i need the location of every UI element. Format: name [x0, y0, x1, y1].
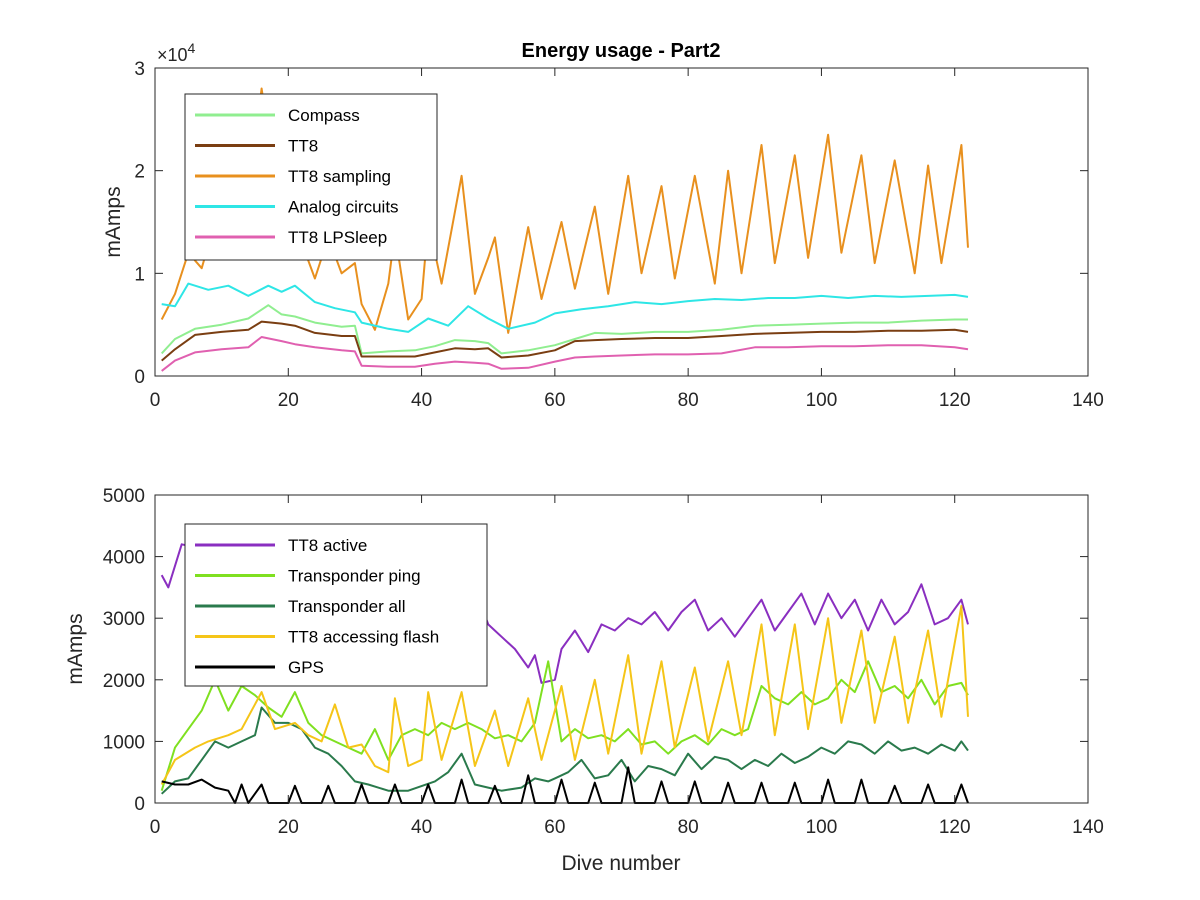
bottom-x-tick-label: 60: [544, 817, 565, 838]
bottom-y-tick-label: 2000: [103, 671, 145, 692]
top-y-tick-label: 2: [134, 162, 145, 183]
bottom-series-lines: [160, 543, 969, 804]
top-y-tick-label: 1: [134, 264, 145, 285]
bottom-x-tick-label: 40: [411, 817, 432, 838]
bottom-series-line-tt8-accessing-flash: [160, 604, 969, 785]
bottom-series-line-transponder-all: [161, 706, 969, 795]
top-x-tick-label: 80: [678, 390, 699, 411]
bottom-legend-label-transponder-all: Transponder all: [288, 597, 406, 616]
top-series-line-compass: [160, 304, 968, 355]
top-legend-label-tt8-sampling: TT8 sampling: [288, 167, 391, 186]
top-y-axis-label: mAmps: [102, 186, 125, 257]
top-chart: 0 20 40 60 80 100 120 140 0 1 2 3 Energy usage - Pa…: [102, 40, 1104, 411]
top-legend-label-analog-circuits: Analog circuits: [288, 198, 399, 217]
bottom-axis-ticks: 0 20 40 60 80 100 120 140 0 1000 2000 3000 4000 5000: [103, 486, 1104, 838]
top-series-line-tt8-lpsleep: [161, 336, 969, 372]
top-legend-label-tt8-lpsleep: TT8 LPSleep: [288, 228, 387, 247]
top-x-tick-label: 0: [150, 390, 161, 411]
bottom-x-tick-label: 0: [150, 817, 161, 838]
top-series-line-tt8: [161, 320, 969, 362]
top-axes-box: [154, 67, 1089, 377]
top-x-tick-label: 120: [939, 390, 971, 411]
bottom-legend-label-tt8-active: TT8 active: [288, 536, 367, 555]
bottom-y-tick-label: 1000: [103, 732, 145, 753]
top-series-lines: [160, 87, 969, 372]
bottom-y-tick-label: 5000: [103, 486, 145, 507]
bottom-x-tick-label: 100: [806, 817, 838, 838]
bottom-y-tick-label: 3000: [103, 609, 145, 630]
top-x-tick-label: 60: [544, 390, 565, 411]
bottom-legend-label-gps: GPS: [288, 658, 324, 677]
bottom-y-tick-label: 0: [134, 794, 145, 815]
bottom-series-line-gps: [161, 766, 969, 804]
top-y-tick-label: 3: [134, 59, 145, 80]
top-y-exponent-base: ×10: [157, 45, 188, 65]
bottom-legend-label-tt8-accessing-flash: TT8 accessing flash: [288, 628, 439, 647]
bottom-x-tick-label: 140: [1072, 817, 1104, 838]
bottom-legend-label-transponder-ping: Transponder ping: [288, 567, 421, 586]
top-series-line-analog-circuits: [161, 282, 969, 333]
top-x-tick-label: 20: [278, 390, 299, 411]
bottom-x-tick-label: 80: [678, 817, 699, 838]
top-x-tick-label: 140: [1072, 390, 1104, 411]
top-legend: Compass TT8 TT8 sampling Analog circuits TT8…: [184, 93, 438, 261]
top-chart-title: Energy usage - Part2: [522, 40, 721, 62]
bottom-series-line-tt8-active: [160, 543, 969, 684]
top-x-tick-label: 40: [411, 390, 432, 411]
top-y-tick-label: 0: [134, 367, 145, 388]
bottom-y-tick-label: 4000: [103, 548, 145, 569]
top-y-exponent: ×104: [157, 40, 196, 65]
bottom-series-line-transponder-ping: [160, 660, 969, 791]
bottom-y-axis-label: mAmps: [64, 613, 87, 684]
top-legend-label-tt8: TT8: [288, 137, 318, 156]
bottom-legend: TT8 active Transponder ping Transponder al…: [184, 523, 488, 687]
bottom-x-tick-label: 120: [939, 817, 971, 838]
bottom-axes-box: [154, 494, 1089, 804]
top-x-tick-label: 100: [806, 390, 838, 411]
bottom-x-axis-label: Dive number: [561, 852, 680, 875]
top-legend-label-compass: Compass: [288, 106, 360, 125]
top-axis-ticks: 0 20 40 60 80 100 120 140 0 1 2 3: [134, 59, 1103, 411]
bottom-x-tick-label: 20: [278, 817, 299, 838]
bottom-chart: 0 20 40 60 80 100 120 140010002000300040005000 …: [64, 486, 1104, 875]
top-y-exponent-power: 4: [188, 40, 196, 56]
